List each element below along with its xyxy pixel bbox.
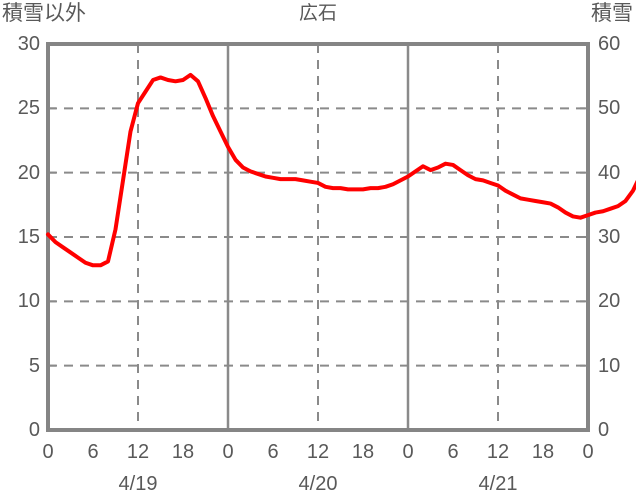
x-tick-label-hour: 0 [222,441,234,463]
y-tick-label-right: 0 [598,419,610,441]
x-tick-label-hour: 6 [267,441,279,463]
y-tick-label-left: 20 [17,161,40,184]
gridlines [48,44,588,430]
x-tick-label-hour: 6 [447,441,459,463]
chart-title: 広石 [298,3,337,24]
x-tick-label-hour: 12 [306,441,330,463]
y-tick-label-right: 50 [598,97,621,120]
x-tick-label-hour: 6 [87,441,99,463]
x-tick-label-hour: 18 [531,441,555,463]
left-axis-title: 積雪以外 [2,2,86,25]
y-tick-label-right: 30 [598,226,621,248]
x-tick-label-hour: 0 [402,441,414,463]
x-tick-label-hour: 18 [171,441,195,463]
x-axis-day-label: 4/20 [298,473,338,495]
y-tick-label-left: 25 [17,97,40,120]
x-tick-label-hour: 0 [42,441,54,463]
y-tick-label-left: 10 [17,290,40,313]
y-tick-label-right: 60 [598,33,621,55]
y-tick-label-left: 5 [28,354,40,377]
x-tick-label-hour: 12 [486,441,510,463]
right-axis-title: 積雪 [591,2,633,25]
x-tick-label-hour: 18 [351,441,375,463]
y-tick-label-left: 0 [28,419,40,441]
series-line-snow-other [46,72,636,268]
y-tick-label-right: 10 [598,354,621,377]
y-tick-label-right: 20 [598,290,621,313]
x-tick-label-hour: 0 [582,441,594,463]
y-tick-label-left: 30 [17,33,40,55]
y-tick-label-left: 15 [17,226,40,248]
x-axis-day-label: 4/21 [478,473,518,495]
x-axis-day-label: 4/19 [118,473,158,495]
y-tick-label-right: 40 [598,161,621,184]
x-tick-label-hour: 12 [126,441,150,463]
day-divider-lines [226,44,410,430]
